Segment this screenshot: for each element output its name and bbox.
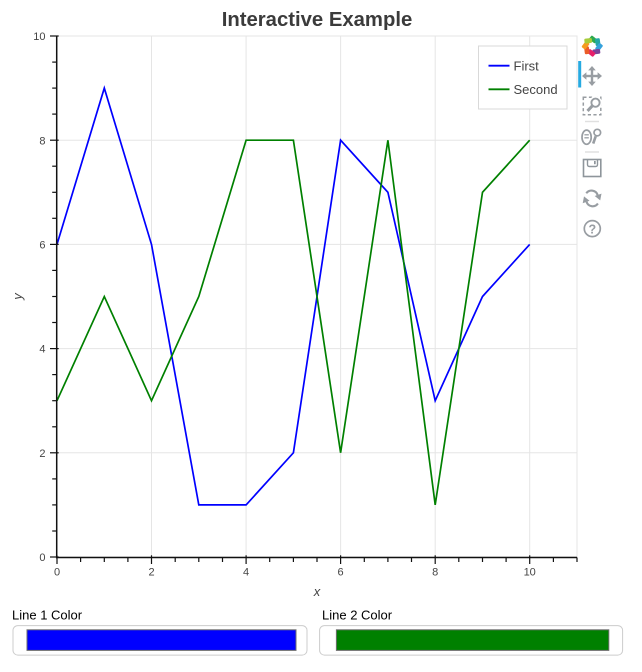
svg-text:4: 4 xyxy=(39,344,45,356)
svg-text:8: 8 xyxy=(432,567,438,579)
svg-text:First: First xyxy=(514,58,540,73)
svg-text:?: ? xyxy=(588,222,596,236)
svg-text:2: 2 xyxy=(148,567,154,579)
svg-text:0: 0 xyxy=(54,567,60,579)
svg-text:x: x xyxy=(313,584,321,599)
svg-text:Interactive Example: Interactive Example xyxy=(222,9,413,31)
svg-text:4: 4 xyxy=(243,567,249,579)
svg-text:Second: Second xyxy=(514,82,558,97)
svg-text:0: 0 xyxy=(39,552,45,564)
svg-text:6: 6 xyxy=(39,240,45,252)
svg-text:2: 2 xyxy=(39,448,45,460)
svg-text:10: 10 xyxy=(524,567,536,579)
svg-text:10: 10 xyxy=(33,31,45,43)
svg-text:y: y xyxy=(10,292,25,301)
svg-text:Line 2 Color: Line 2 Color xyxy=(322,608,393,623)
svg-text:8: 8 xyxy=(39,135,45,147)
svg-text:Line 1 Color: Line 1 Color xyxy=(12,608,83,623)
svg-text:6: 6 xyxy=(338,567,344,579)
